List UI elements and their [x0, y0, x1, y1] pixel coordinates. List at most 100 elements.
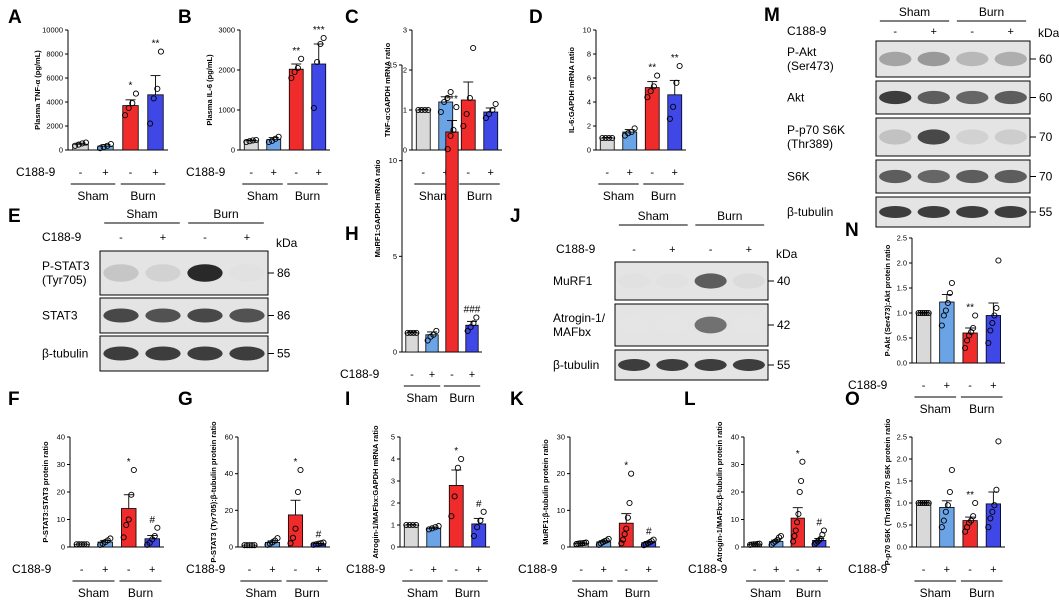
panel-label: N — [845, 220, 859, 241]
data-point — [993, 304, 1000, 312]
data-point — [421, 106, 428, 114]
group-label-sham: Sham — [406, 391, 437, 405]
blot-band — [229, 308, 265, 323]
y-axis-label: Plasma TNF-α (pg/mL) — [33, 50, 42, 130]
blot-panel-m: M Sham Burn C188-9 - + - + kDa P-Akt(Ser473) 60 Akt… — [764, 5, 1059, 228]
data-point — [474, 524, 481, 531]
data-point — [644, 94, 651, 101]
data-point — [415, 106, 422, 114]
data-point — [432, 524, 439, 531]
minus-sign: - — [624, 564, 628, 576]
y-tick-label: 2 — [391, 499, 395, 508]
data-point — [917, 499, 924, 507]
plus-sign: + — [488, 167, 494, 179]
panel-label: A — [8, 7, 22, 28]
data-point — [666, 115, 673, 122]
group-label-burn: Burn — [128, 586, 153, 600]
blot-group-sham: Sham — [638, 209, 669, 223]
plus-sign: + — [669, 244, 675, 256]
treatment-label: C188-9 — [848, 562, 888, 576]
significance-mark: ** — [966, 303, 974, 314]
data-point — [925, 309, 932, 317]
treatment-label: C188-9 — [42, 230, 82, 244]
data-point — [298, 55, 305, 62]
blot-row-label: β-tubulin — [42, 347, 88, 361]
minus-sign: - — [579, 564, 583, 576]
y-tick-label: 20 — [225, 506, 233, 515]
data-point — [253, 136, 260, 144]
data-point — [317, 40, 324, 48]
chart-panel-l: L 0 10 20 30 40 Atrogin-1/MAFbx:β-tubulin prot… — [684, 389, 830, 600]
data-point — [991, 502, 998, 509]
plus-sign: + — [469, 369, 475, 381]
y-tick-label: 2000 — [218, 66, 235, 75]
data-point — [407, 329, 414, 336]
treatment-label: C188-9 — [186, 165, 226, 179]
panel-label: H — [345, 224, 359, 245]
bar-sham-vehicle — [415, 109, 431, 151]
y-axis-label: TNF-α:GAPDH mRNA ratio — [383, 42, 392, 137]
plus-sign: + — [102, 167, 108, 179]
y-tick-label: 20 — [557, 469, 565, 478]
blot-row-label: (Thr389) — [787, 137, 833, 151]
data-point — [451, 493, 458, 500]
significance-mark: # — [646, 527, 652, 538]
minus-sign: - — [248, 564, 252, 576]
y-tick-label: 20 — [57, 488, 65, 497]
data-point — [798, 477, 805, 485]
data-point — [915, 499, 922, 507]
blot-band — [879, 169, 912, 184]
panel-label: F — [8, 389, 20, 410]
data-point — [942, 508, 949, 515]
y-tick-label: 0.5 — [897, 521, 907, 530]
blot-group-sham: Sham — [126, 207, 157, 221]
blot-row-label: MuRF1 — [553, 274, 593, 288]
data-point — [274, 535, 281, 542]
significance-mark: ** — [648, 63, 656, 74]
blot-band — [956, 51, 989, 67]
minus-sign: - — [409, 564, 413, 576]
data-point — [970, 324, 977, 332]
data-point — [756, 540, 763, 547]
data-point — [441, 98, 448, 106]
chart-panel-a: A 0 2000 4000 6000 8000 10000 Plasma TNF-α (pg/… — [8, 7, 168, 203]
data-point — [418, 106, 425, 114]
kda-value: 42 — [777, 318, 791, 332]
data-point — [962, 344, 969, 352]
y-axis-label: MuRF1:β-tubulin protein ratio — [541, 439, 550, 545]
data-point — [460, 122, 467, 130]
y-tick-label: 40 — [225, 469, 233, 478]
data-point — [314, 58, 321, 66]
panel-label: I — [345, 389, 350, 410]
y-axis-label: Atrogin-1/MAFbx:β-tubulin protein ratio — [715, 421, 724, 562]
y-tick-label: 6 — [587, 74, 591, 83]
data-point — [987, 327, 994, 334]
chart-panel-o: O 0.0 0.5 1.0 1.5 2.0 2.5 P-p70 S6K (Thr389):p7… — [845, 389, 1005, 600]
data-point — [624, 514, 631, 521]
blot-row-label: P-Akt — [787, 45, 817, 59]
minus-sign: - — [421, 167, 425, 179]
blot-band — [618, 359, 651, 371]
blot-band — [732, 359, 765, 371]
blot-band — [103, 346, 139, 361]
data-point — [450, 127, 457, 134]
treatment-label: C188-9 — [346, 562, 386, 576]
blot-band — [145, 308, 181, 323]
data-point — [413, 329, 420, 336]
y-tick-label: 3 — [403, 26, 407, 35]
panel-label: J — [510, 206, 521, 227]
minus-sign: - — [922, 564, 926, 576]
blot-band — [187, 346, 223, 361]
data-point — [409, 521, 416, 529]
plus-sign: + — [431, 564, 437, 576]
minus-sign: - — [968, 564, 972, 576]
data-point — [654, 72, 661, 79]
data-point — [123, 521, 130, 529]
data-point — [72, 142, 79, 149]
data-point — [817, 535, 824, 542]
y-axis-label: MuRF1:GAPDH mRNA ratio — [373, 159, 382, 257]
blot-band — [994, 206, 1027, 218]
data-point — [275, 133, 282, 140]
y-axis-label: P-Akt (Ser473):Akt protein ratio — [883, 244, 892, 356]
